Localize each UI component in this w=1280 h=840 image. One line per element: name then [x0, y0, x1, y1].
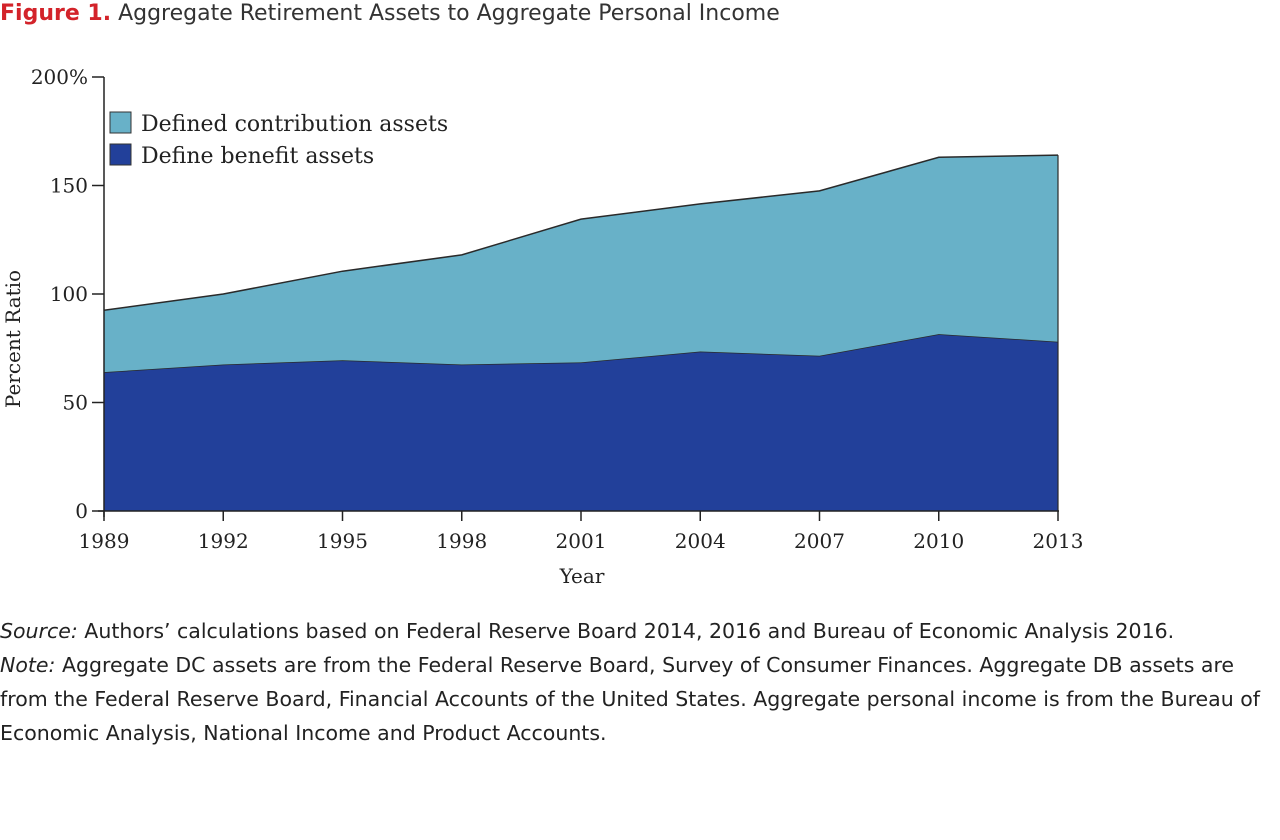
area-define-benefit-assets	[104, 334, 1058, 511]
y-tick-label: 50	[63, 391, 88, 415]
source-note: Source: Authors’ calculations based on F…	[0, 614, 1270, 648]
y-tick-label: 200%	[31, 65, 88, 89]
x-tick-label: 1995	[317, 529, 368, 553]
source-label: Source:	[0, 619, 78, 643]
x-tick-label: 1998	[436, 529, 487, 553]
y-axis-label: Percent Ratio	[1, 270, 25, 408]
chart-legend: Defined contribution assets Define benefi…	[109, 111, 448, 169]
x-tick-label: 2001	[556, 529, 607, 553]
x-tick-label: 2004	[675, 529, 726, 553]
note-text: Aggregate DC assets are from the Federal…	[0, 653, 1260, 745]
figure-title: Figure 1. Aggregate Retirement Assets to…	[0, 0, 780, 28]
y-tick-label: 150	[50, 174, 88, 198]
x-tick-label: 1989	[79, 529, 130, 553]
area-defined-contribution-assets	[104, 155, 1058, 373]
figure-title-text: Aggregate Retirement Assets to Aggregate…	[118, 1, 780, 26]
note-paragraph: Note: Aggregate DC assets are from the F…	[0, 648, 1270, 750]
x-tick-label: 2007	[794, 529, 845, 553]
source-text: Authors’ calculations based on Federal R…	[77, 619, 1175, 643]
legend-swatch	[109, 143, 132, 166]
chart-axes: 0 50 100 150 200% 1989 1992 1995 1998 2001 2004 200…	[31, 65, 1084, 553]
figure-notes: Source: Authors’ calculations based on F…	[0, 614, 1270, 750]
x-axis-label: Year	[559, 564, 605, 588]
y-tick-label: 0	[75, 499, 88, 523]
legend-label: Define benefit assets	[141, 144, 374, 169]
y-tick-label: 100	[50, 282, 88, 306]
figure-label: Figure 1.	[0, 1, 112, 26]
x-tick-label: 2013	[1033, 529, 1084, 553]
legend-swatch	[109, 111, 132, 134]
chart-areas	[103, 154, 1059, 511]
area-chart: 0 50 100 150 200% 1989 1992 1995 1998 2001 2004 200…	[1, 65, 1084, 588]
line-defined-contribution-assets	[103, 154, 1059, 312]
x-tick-label: 2010	[913, 529, 964, 553]
note-label: Note:	[0, 653, 56, 677]
x-tick-label: 1992	[198, 529, 249, 553]
legend-label: Defined contribution assets	[141, 112, 448, 137]
